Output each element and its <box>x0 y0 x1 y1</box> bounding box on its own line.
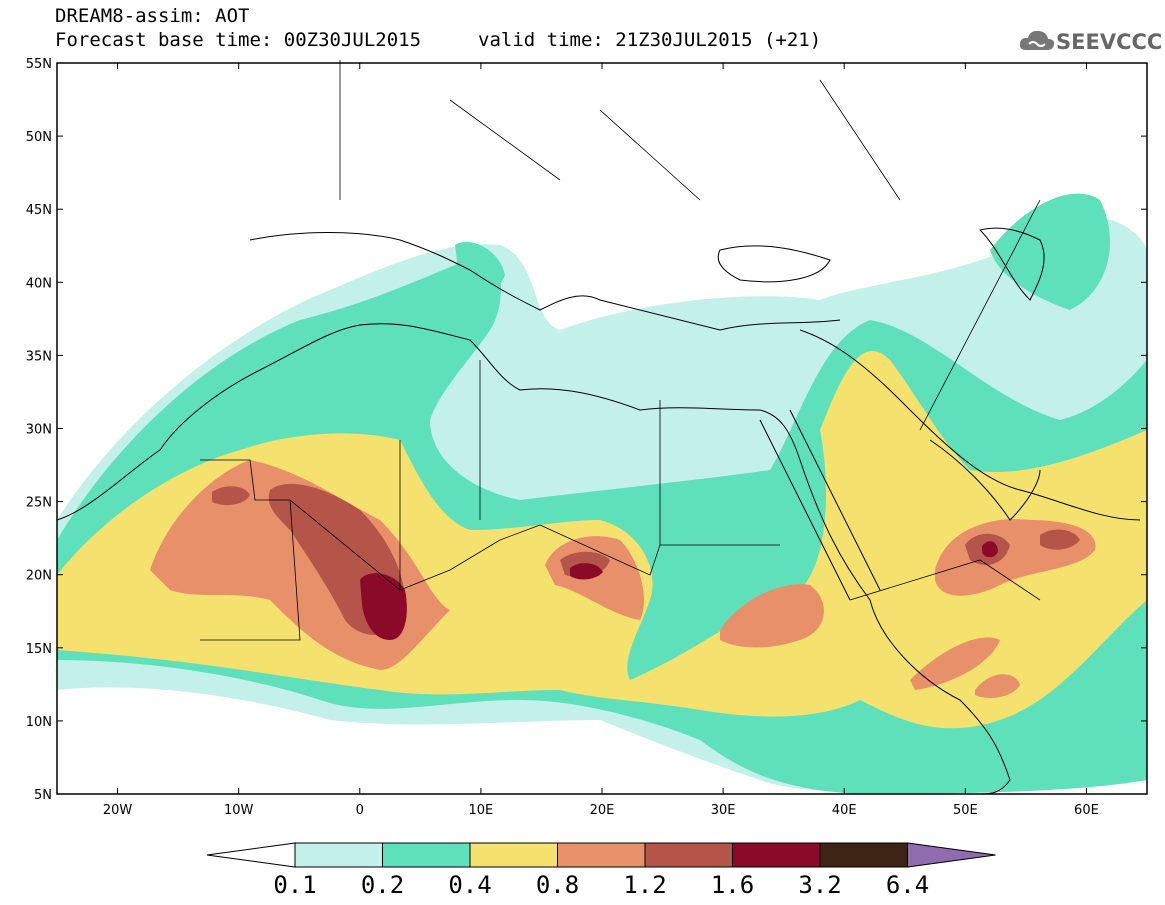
aot-level-1.2 <box>1040 529 1080 550</box>
colorbar-over-triangle <box>907 842 996 868</box>
lon-tick-label: 20W <box>103 803 133 818</box>
lon-tick-label: 20E <box>590 803 615 818</box>
lon-tick-label: 50E <box>953 803 978 818</box>
seevccc-logo: SEEVCCC <box>1018 26 1162 58</box>
aot-level-0.2 <box>990 193 1110 310</box>
lat-tick-label: 55N <box>26 57 52 72</box>
africa-coast <box>56 323 1011 795</box>
colorbar-label: 1.6 <box>711 871 754 899</box>
lat-tick-label: 40N <box>26 276 52 291</box>
logo-text: SEEVCCC <box>1056 30 1163 54</box>
black-sea-coast <box>717 245 831 283</box>
aot-level-1.2 <box>212 486 250 506</box>
lon-tick-label: 30E <box>711 803 736 818</box>
aot-field <box>57 193 1147 794</box>
lat-tick-label: 30N <box>26 423 52 438</box>
colorbar-label: 3.2 <box>798 871 841 899</box>
colorbar-swatch <box>294 842 383 868</box>
map-title: DREAM8-assim: AOT <box>55 5 250 27</box>
lat-tick-label: 15N <box>26 642 52 657</box>
aot-level-1.6 <box>570 563 603 580</box>
colorbar-label: 0.2 <box>361 871 404 899</box>
colorbar-label: 0.4 <box>448 871 491 899</box>
lon-tick-label: 40E <box>832 803 857 818</box>
lon-tick-label: 10W <box>224 803 254 818</box>
colorbar-under-triangle <box>206 842 296 868</box>
lat-tick-label: 45N <box>26 203 52 218</box>
arabia-coast <box>799 329 1141 521</box>
forecast-base-time: Forecast base time: 00Z30JUL2015 <box>55 29 422 51</box>
europe-coast <box>249 232 841 331</box>
longitude-axis: 20W 10W 0 10E 20E 30E 40E 50E 60E <box>103 63 1099 818</box>
lon-tick-label: 10E <box>469 803 494 818</box>
lon-tick-label: 0 <box>356 803 364 818</box>
persian-gulf-coast <box>929 439 1041 521</box>
aot-level-1.6 <box>982 541 998 558</box>
aot-level-0.8 <box>720 584 824 648</box>
lat-tick-label: 20N <box>26 569 52 584</box>
lat-tick-label: 10N <box>26 715 52 730</box>
country-borders <box>200 60 1041 641</box>
colorbar-swatch <box>382 842 471 868</box>
colorbar-label: 1.2 <box>623 871 666 899</box>
cloud-icon <box>1019 30 1055 50</box>
colorbar-swatch <box>644 842 733 868</box>
colorbar-swatch <box>819 842 908 868</box>
colorbar-swatch <box>469 842 558 868</box>
colorbar-label: 6.4 <box>886 871 929 899</box>
colorbar-label: 0.1 <box>273 871 316 899</box>
aot-level-0.2 <box>455 241 505 296</box>
lon-tick-label: 60E <box>1074 803 1099 818</box>
coastlines <box>56 227 1141 795</box>
lat-tick-label: 50N <box>26 130 52 145</box>
aot-level-1.6 <box>360 573 407 640</box>
red-sea-coast <box>759 409 881 601</box>
lat-tick-label: 25N <box>26 496 52 511</box>
aot-level-0.8 <box>910 637 1000 690</box>
valid-time: valid time: 21Z30JUL2015 (+21) <box>478 29 822 51</box>
caspian-coast <box>979 227 1045 301</box>
colorbar-swatch <box>557 842 646 868</box>
latitude-axis: 55N 50N 45N 40N 35N 30N 25N 20N 15N 10N 5N <box>26 57 1147 803</box>
colorbar: 0.1 0.2 0.4 0.8 1.2 1.6 3.2 6.4 <box>206 842 996 899</box>
colorbar-swatch <box>732 842 821 868</box>
lat-tick-label: 35N <box>26 349 52 364</box>
lat-tick-label: 5N <box>34 788 52 803</box>
colorbar-label: 0.8 <box>536 871 579 899</box>
aot-level-0.8 <box>975 674 1020 698</box>
